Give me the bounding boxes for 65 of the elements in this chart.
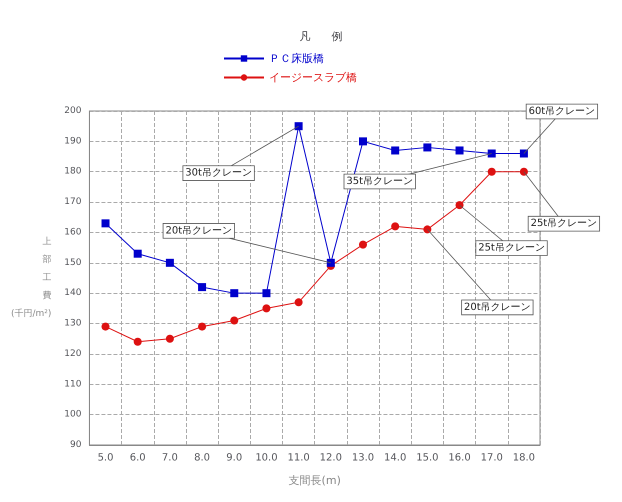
- x-tick-label: 5.0: [98, 452, 114, 464]
- point: [198, 322, 206, 331]
- point: [423, 143, 432, 152]
- point: [198, 283, 206, 292]
- x-tick-label: 12.0: [320, 452, 342, 464]
- annotation: 25t吊クレーン: [478, 242, 545, 254]
- point: [391, 222, 400, 230]
- y-tick-label: 140: [64, 288, 82, 298]
- point: [134, 338, 142, 346]
- point: [456, 146, 464, 154]
- annotation: 35t吊クレーン: [346, 176, 414, 188]
- point: [391, 146, 400, 154]
- y-tick-label: 100: [64, 410, 82, 420]
- x-tick-label: 15.0: [416, 452, 438, 464]
- y-tick-label: 120: [64, 348, 82, 359]
- annotation: 25t吊クレーン: [530, 218, 598, 230]
- point: [166, 334, 174, 343]
- point: [230, 316, 238, 325]
- point: [456, 201, 464, 210]
- point: [520, 150, 528, 158]
- y-tick-label: 150: [64, 258, 82, 268]
- point: [102, 322, 110, 331]
- y-tick-label: 200: [64, 106, 82, 116]
- x-tick-label: 14.0: [384, 452, 406, 464]
- point: [358, 137, 367, 146]
- point: [166, 258, 174, 267]
- x-tick-label: 17.0: [480, 452, 503, 464]
- annotation: 20t吊クレーン: [464, 302, 531, 313]
- point: [326, 258, 335, 267]
- y-axis-title: 上部工費(千円/m²): [10, 236, 52, 319]
- point: [294, 122, 303, 130]
- legend-label: イージースラブ橋: [269, 71, 357, 84]
- point: [134, 250, 142, 258]
- annotation: 60t吊クレーン: [528, 106, 596, 118]
- y-tick-label: 130: [64, 318, 82, 329]
- x-tick-label: 11.0: [287, 452, 310, 464]
- x-tick-label: 10.0: [255, 452, 278, 464]
- x-tick-label: 18.0: [512, 452, 536, 464]
- point: [262, 289, 270, 298]
- y-tick-label: 190: [64, 136, 82, 146]
- y-tick-label: 110: [64, 379, 82, 390]
- point: [262, 304, 270, 312]
- y-tick-label: 170: [64, 197, 82, 208]
- point: [230, 289, 238, 298]
- point: [359, 240, 367, 249]
- legend-label: ＰＣ床版橋: [269, 52, 324, 65]
- x-tick-label: 7.0: [162, 452, 178, 464]
- point: [488, 168, 496, 176]
- y-tick-label: 90: [70, 440, 82, 450]
- legend-title: 凡 例: [300, 30, 342, 43]
- y-tick-label: 160: [64, 227, 82, 238]
- point: [102, 219, 110, 228]
- x-tick-label: 8.0: [194, 452, 210, 464]
- point: [423, 225, 432, 234]
- point: [294, 298, 303, 306]
- x-tick-label: 6.0: [130, 452, 146, 464]
- x-axis-title: 支間長(m): [288, 474, 341, 487]
- y-tick-label: 180: [64, 166, 82, 177]
- point: [488, 150, 496, 158]
- x-tick-label: 9.0: [226, 452, 242, 464]
- annotation: 30t吊クレーン: [185, 168, 252, 179]
- annotation: 20t吊クレーン: [165, 225, 232, 236]
- point: [520, 168, 528, 176]
- x-tick-label: 16.0: [448, 452, 471, 464]
- x-tick-label: 13.0: [352, 452, 374, 464]
